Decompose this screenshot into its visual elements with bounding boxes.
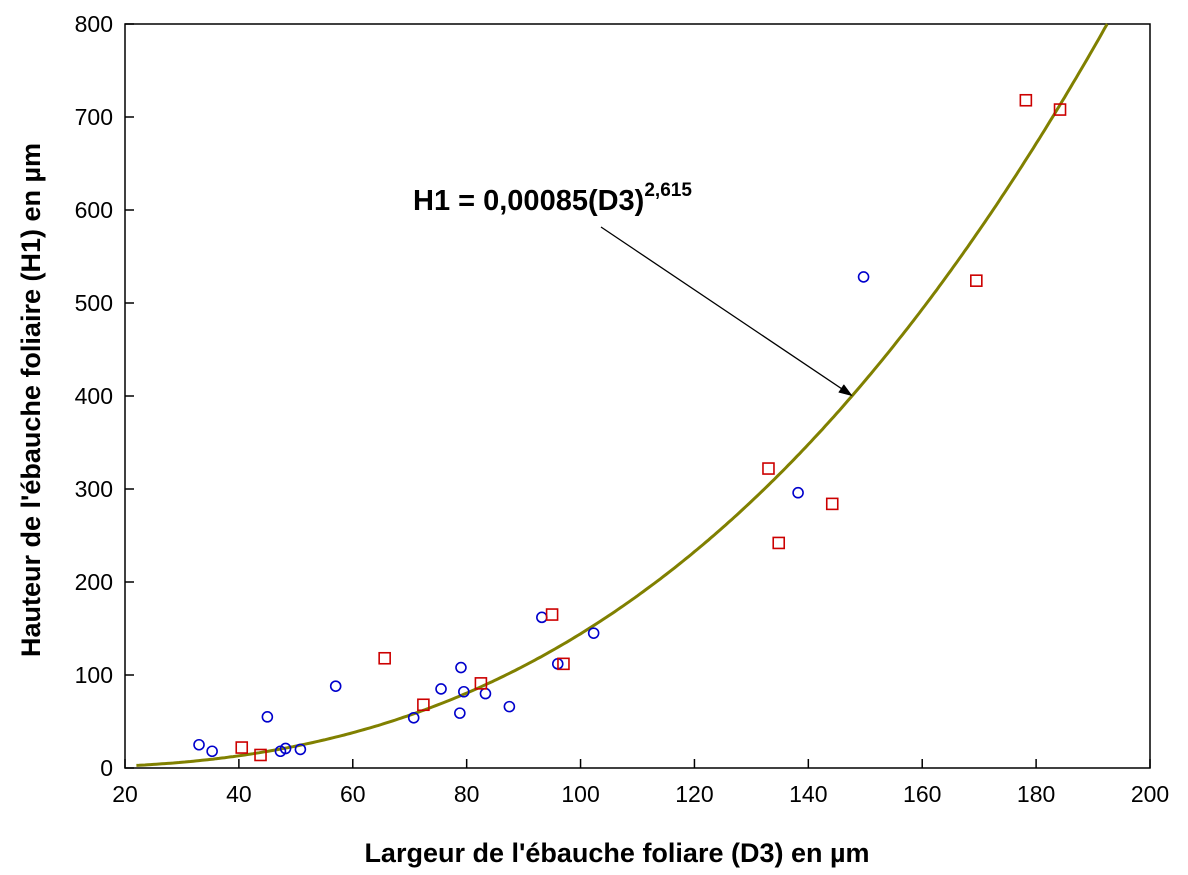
x-tick-label: 120: [675, 781, 713, 807]
data-point-circle: [206, 745, 218, 758]
x-tick-label: 60: [340, 781, 366, 807]
data-point-square: [417, 698, 430, 712]
data-point-square: [474, 677, 488, 690]
x-tick-label: 180: [1017, 781, 1055, 807]
y-axis: 0 100 200 300 400 500 600 700 800: [75, 11, 134, 781]
data-point-square: [235, 741, 249, 754]
x-tick-label: 160: [903, 781, 941, 807]
y-tick-label: 600: [75, 197, 113, 223]
data-point-square: [1053, 103, 1067, 116]
data-point-circle: [294, 743, 307, 756]
data-point-circle: [479, 687, 492, 700]
fit-curve: [136, 23, 1109, 767]
x-tick-label: 40: [226, 781, 252, 807]
data-points-layer: [193, 93, 1067, 762]
y-tick-label: 400: [75, 383, 113, 409]
y-tick-label: 800: [75, 11, 113, 37]
data-point-square: [378, 651, 391, 665]
data-point-circle: [455, 661, 467, 674]
data-point-circle: [454, 707, 466, 719]
fit-equation-exponent: 2,615: [644, 180, 692, 201]
data-point-square: [1019, 93, 1033, 107]
plot-area-frame: [124, 23, 1151, 769]
data-point-circle: [857, 271, 870, 283]
x-tick-label: 100: [561, 781, 599, 807]
fit-equation: H1 = 0,00085(D3)2,615: [413, 180, 692, 217]
x-tick-label: 200: [1131, 781, 1169, 807]
data-point-circle: [261, 711, 274, 723]
data-point-circle: [407, 711, 420, 724]
data-point-square: [772, 536, 786, 550]
x-tick-label: 80: [454, 781, 480, 807]
data-point-circle: [536, 611, 548, 624]
fit-curve-layer: [136, 23, 1109, 767]
data-point-square: [762, 462, 775, 475]
data-point-circle: [792, 486, 804, 499]
data-point-circle: [329, 680, 342, 692]
data-point-square: [970, 274, 983, 287]
y-tick-label: 300: [75, 476, 113, 502]
data-point-square: [545, 608, 559, 621]
fit-annotation-arrow: [600, 226, 853, 397]
data-point-circle: [587, 627, 600, 639]
fit-equation-main: H1 = 0,00085(D3): [413, 185, 644, 217]
data-point-square: [825, 497, 839, 511]
data-point-circle: [458, 685, 470, 698]
data-point-square: [557, 657, 570, 671]
data-point-circle: [435, 683, 447, 695]
y-tick-label: 500: [75, 290, 113, 316]
data-point-circle: [503, 700, 516, 713]
y-tick-label: 100: [75, 662, 113, 688]
y-tick-label: 200: [75, 569, 113, 595]
x-axis: 20 40 60 80 100 120 140 160 180 200: [112, 759, 1169, 807]
data-point-square: [254, 748, 267, 762]
y-tick-label: 700: [75, 104, 113, 130]
x-axis-title: Largeur de l'ébauche foliare (D3) en µm: [364, 838, 869, 868]
data-point-circle: [279, 742, 292, 755]
data-point-circle: [193, 738, 205, 751]
x-tick-label: 140: [789, 781, 827, 807]
y-axis-title: Hauteur de l'ébauche foliaire (H1) en µm: [16, 143, 46, 657]
x-tick-label: 20: [112, 781, 138, 807]
y-tick-label: 0: [100, 755, 113, 781]
